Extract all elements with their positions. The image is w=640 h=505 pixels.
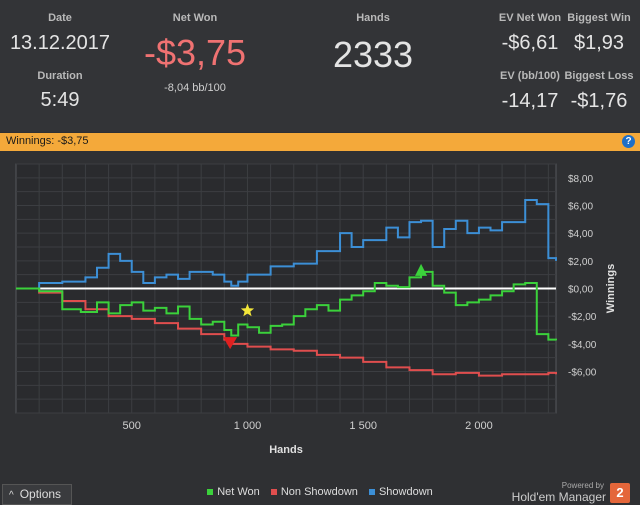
y-tick-label: -$6,00: [568, 368, 597, 379]
legend-swatch-non-showdown: [270, 489, 277, 496]
x-tick-label: 2 000: [465, 420, 493, 432]
biggest-loss-value: -$1,76: [570, 90, 628, 112]
y-tick-label: $4,00: [568, 229, 593, 240]
brand-logo: Powered by Hold'em Manager 2: [512, 481, 630, 504]
ev-bb-label: EV (bb/100): [500, 70, 560, 82]
legend-label-net-won: Net Won: [217, 486, 260, 498]
y-tick-label: $6,00: [568, 202, 593, 213]
options-button[interactable]: ^ Options: [2, 484, 72, 505]
powered-by: Powered by: [561, 481, 604, 490]
marker-min-net-won: [223, 337, 238, 350]
ev-net-won-label: EV Net Won: [498, 12, 562, 24]
legend-net-won[interactable]: Net Won: [207, 486, 260, 498]
marker-max-net-won: [415, 263, 428, 276]
legend-label-non-showdown: Non Showdown: [280, 486, 358, 498]
y-axis-label: Winnings: [605, 264, 617, 313]
y-tick-label: -$4,00: [568, 340, 597, 351]
series-line-net-won: [16, 270, 557, 341]
date-label: Date: [48, 12, 72, 24]
y-tick-label: -$2,00: [568, 312, 597, 323]
series-line-showdown: [16, 198, 557, 290]
marker-star: [240, 303, 255, 317]
chevron-up-icon: ^: [9, 490, 14, 501]
x-tick-label: 500: [123, 420, 141, 432]
biggest-loss-label: Biggest Loss: [564, 70, 634, 82]
duration-label: Duration: [37, 70, 83, 82]
ev-net-won-value: -$6,61: [501, 32, 559, 54]
duration-value: 5:49: [40, 89, 80, 111]
net-won-label: Net Won: [172, 12, 218, 24]
options-label: Options: [19, 487, 62, 501]
legend-label-showdown: Showdown: [378, 486, 433, 498]
ev-bb-value: -14,17: [501, 90, 559, 112]
biggest-win-label: Biggest Win: [567, 12, 631, 24]
winnings-header-bar: Winnings: -$3,75 ?: [0, 133, 640, 151]
y-tick-label: $2,00: [568, 257, 593, 268]
help-icon[interactable]: ?: [622, 135, 635, 148]
stats-panel: Date 13.12.2017 Duration 5:49 Net Won -$…: [0, 0, 640, 132]
legend-non-showdown[interactable]: Non Showdown: [270, 486, 358, 498]
legend-showdown[interactable]: Showdown: [368, 486, 433, 498]
hands-value: 2333: [332, 34, 414, 75]
hands-label: Hands: [356, 12, 390, 24]
winnings-chart-svg: -$6,00 -$4,00 -$2,00 $0,00 $2,00 $4,00 $6,00 $8…: [15, 163, 617, 456]
y-tick-label: $0,00: [568, 285, 593, 296]
series-line-non-showdown: [16, 287, 557, 377]
legend-swatch-net-won: [207, 489, 214, 496]
brand-name: Hold'em Manager: [511, 490, 606, 504]
y-tick-label: $8,00: [568, 174, 593, 185]
biggest-win-value: $1,93: [573, 32, 625, 54]
net-won-value: -$3,75: [143, 32, 247, 73]
winnings-chart: -$6,00 -$4,00 -$2,00 $0,00 $2,00 $4,00 $6,00 $8…: [0, 151, 640, 481]
date-value: 13.12.2017: [9, 32, 111, 54]
x-axis-label: Hands: [269, 444, 303, 456]
chart-legend: Net Won Non Showdown Showdown: [0, 486, 640, 498]
net-won-bb: -8,04 bb/100: [164, 82, 226, 94]
x-tick-label: 1 000: [234, 420, 262, 432]
legend-swatch-showdown: [368, 489, 375, 496]
brand-badge-icon: 2: [610, 483, 630, 503]
x-tick-label: 1 500: [349, 420, 377, 432]
winnings-title: Winnings: -$3,75: [6, 135, 89, 147]
footer: ^ Options Net Won Non Showdown Showdown P…: [0, 481, 640, 505]
